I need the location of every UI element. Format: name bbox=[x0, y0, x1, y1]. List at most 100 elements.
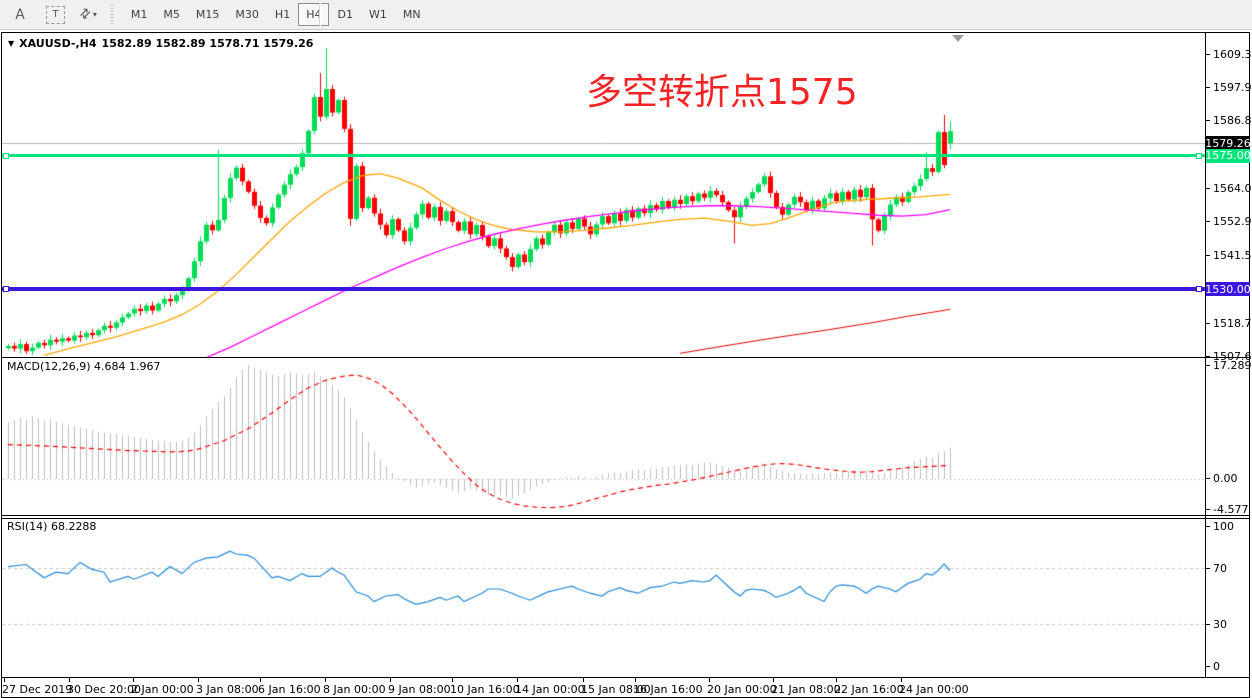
price-axis-tick bbox=[1206, 254, 1210, 256]
time-axis-label: 21 Jan 08:00 bbox=[771, 683, 841, 696]
time-axis-label: 9 Jan 08:00 bbox=[388, 683, 451, 696]
rsi-axis-label: 30 bbox=[1213, 617, 1227, 631]
line-handle[interactable] bbox=[3, 286, 9, 293]
time-axis-label: 30 Dec 20:00 bbox=[67, 683, 141, 696]
time-axis-tick bbox=[260, 678, 261, 682]
rsi-axis-label: 100 bbox=[1213, 519, 1234, 533]
time-axis-label: 6 Jan 16:00 bbox=[258, 683, 321, 696]
time-axis-tick bbox=[69, 678, 70, 682]
chart-shift-marker-icon[interactable] bbox=[952, 35, 964, 42]
price-axis-label: 1507.60 bbox=[1213, 349, 1252, 363]
time-axis-tick bbox=[635, 678, 636, 682]
timeframe-button-m15[interactable]: M15 bbox=[195, 8, 220, 21]
time-axis-tick bbox=[836, 678, 837, 682]
price-axis-tick bbox=[1206, 120, 1210, 122]
macd-pane-canvas[interactable] bbox=[2, 358, 1205, 515]
price-axis-label: 1564.00 bbox=[1213, 182, 1252, 196]
chevron-down-icon[interactable]: ▾ bbox=[92, 10, 97, 19]
time-axis-tick bbox=[901, 678, 902, 682]
time-axis-label: 27 Dec 2019 bbox=[2, 683, 73, 696]
time-axis-label: 14 Jan 00:00 bbox=[515, 683, 585, 696]
rsi-axis-label: 0 bbox=[1213, 659, 1220, 673]
price-axis-tick bbox=[1206, 220, 1210, 222]
pane-divider[interactable] bbox=[2, 515, 1249, 516]
macd-axis-label: 17.289 bbox=[1213, 358, 1252, 372]
time-axis-tick bbox=[709, 678, 710, 682]
time-axis-label: 2 Jan 00:00 bbox=[131, 683, 194, 696]
time-axis-label: 3 Jan 08:00 bbox=[196, 683, 259, 696]
macd-axis-tick bbox=[1206, 508, 1210, 510]
rsi-label: RSI(14) 68.2288 bbox=[7, 520, 97, 533]
time-axis-tick bbox=[583, 678, 584, 682]
macd-axis-tick bbox=[1206, 364, 1210, 366]
chart-title-symbol: XAUUSD-,H4 bbox=[19, 37, 97, 50]
toolbar-separator bbox=[108, 4, 115, 25]
price-axis-label: 1518.70 bbox=[1213, 316, 1252, 330]
main-chart-canvas[interactable] bbox=[2, 33, 1205, 357]
price-axis-label: 1586.80 bbox=[1213, 114, 1252, 128]
time-axis-tick bbox=[452, 678, 453, 682]
price-badge-1579.26[interactable]: 1579.26 bbox=[1205, 136, 1251, 151]
horizontal-line-1575[interactable] bbox=[2, 154, 1205, 158]
timeframe-button-m1[interactable]: M1 bbox=[130, 8, 148, 21]
rsi-axis-label: 70 bbox=[1213, 561, 1227, 575]
price-axis-tick bbox=[1206, 53, 1210, 55]
line-handle[interactable] bbox=[3, 152, 9, 159]
timeframe-button-h4[interactable]: H4 bbox=[298, 3, 330, 26]
price-badge-1530.00[interactable]: 1530.00 bbox=[1205, 282, 1251, 297]
text-tool-icon[interactable]: T bbox=[46, 5, 65, 24]
pane-divider bbox=[2, 518, 1249, 519]
pane-divider[interactable] bbox=[2, 357, 1249, 358]
rsi-axis-tick bbox=[1206, 567, 1210, 569]
time-axis-tick bbox=[773, 678, 774, 682]
price-axis-tick bbox=[1206, 322, 1210, 324]
time-axis-tick bbox=[325, 678, 326, 682]
time-axis-label: 20 Jan 00:00 bbox=[707, 683, 777, 696]
price-axis-label: 1541.50 bbox=[1213, 248, 1252, 262]
time-axis-label: 16 Jan 16:00 bbox=[633, 683, 703, 696]
rsi-pane-canvas[interactable] bbox=[2, 518, 1205, 677]
price-axis-label: 1597.90 bbox=[1213, 81, 1252, 95]
line-handle[interactable] bbox=[1196, 152, 1202, 159]
timeframe-button-d1[interactable]: D1 bbox=[337, 8, 353, 21]
timeframe-button-w1[interactable]: W1 bbox=[368, 8, 387, 21]
price-axis-tick bbox=[1206, 355, 1210, 357]
chart-title: ▼ XAUUSD-,H4 1582.89 1582.89 1578.71 157… bbox=[8, 37, 313, 50]
time-axis-tick bbox=[4, 678, 5, 682]
arrows-icon: ⇅ bbox=[75, 5, 94, 24]
price-axis-label: 1609.30 bbox=[1213, 47, 1252, 61]
horizontal-line-1530[interactable] bbox=[2, 287, 1205, 292]
timeframe-button-m5[interactable]: M5 bbox=[163, 8, 180, 21]
toolbar: A T ⇅ ▾ M1 M5 M15 M30 H1 H4 D1 W1 MN bbox=[0, 0, 1252, 30]
time-axis-tick bbox=[198, 678, 199, 682]
time-axis-label: 22 Jan 16:00 bbox=[834, 683, 904, 696]
price-axis-divider bbox=[1205, 33, 1206, 678]
time-axis-tick bbox=[133, 678, 134, 682]
rsi-axis-tick bbox=[1206, 525, 1210, 527]
chart-annotation-text[interactable]: 多空转折点1575 bbox=[586, 72, 858, 113]
pane-divider bbox=[2, 677, 1249, 678]
price-axis-label: 1552.90 bbox=[1213, 214, 1252, 228]
label-tool-icon[interactable]: A bbox=[15, 6, 25, 23]
price-badge-1575.00[interactable]: 1575.00 bbox=[1205, 148, 1251, 163]
timeframe-button-m30[interactable]: M30 bbox=[235, 8, 259, 21]
macd-axis-tick bbox=[1206, 478, 1210, 480]
chart-title-ohlc: 1582.89 1582.89 1578.71 1579.26 bbox=[101, 37, 314, 50]
time-axis-tick bbox=[390, 678, 391, 682]
drawing-tools-icon[interactable]: ⇅ ▾ bbox=[75, 5, 97, 23]
price-axis-tick bbox=[1206, 87, 1210, 89]
timeframe-button-h1[interactable]: H1 bbox=[274, 8, 291, 21]
line-handle[interactable] bbox=[1196, 286, 1202, 293]
macd-axis-label: -4.577 bbox=[1213, 502, 1249, 516]
timeframe-button-mn[interactable]: MN bbox=[402, 8, 421, 21]
time-axis-label: 10 Jan 16:00 bbox=[450, 683, 520, 696]
time-axis-label: 24 Jan 00:00 bbox=[899, 683, 969, 696]
rsi-axis-tick bbox=[1206, 623, 1210, 625]
macd-label: MACD(12,26,9) 4.684 1.967 bbox=[7, 360, 161, 373]
macd-axis-label: 0.00 bbox=[1213, 472, 1238, 486]
symbol-dropdown-icon[interactable]: ▼ bbox=[8, 39, 15, 48]
price-axis-tick bbox=[1206, 188, 1210, 190]
time-axis-label: 15 Jan 08:00 bbox=[581, 683, 651, 696]
time-axis-label: 8 Jan 00:00 bbox=[323, 683, 386, 696]
